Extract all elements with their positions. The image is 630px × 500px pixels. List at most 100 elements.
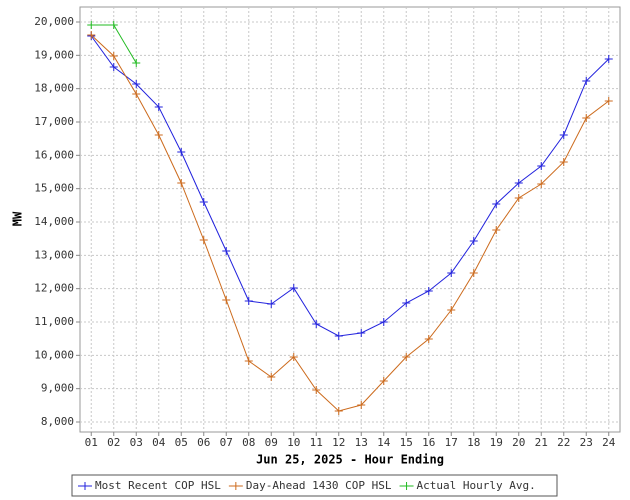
point-marker bbox=[132, 59, 141, 67]
point-marker bbox=[402, 299, 411, 307]
y-tick-label: 15,000 bbox=[34, 182, 74, 195]
point-marker bbox=[469, 237, 478, 245]
legend-label: Actual Hourly Avg. bbox=[417, 479, 536, 492]
point-marker bbox=[379, 377, 388, 385]
point-marker bbox=[312, 320, 321, 328]
point-marker bbox=[289, 353, 298, 361]
point-marker bbox=[222, 296, 231, 304]
point-marker bbox=[582, 77, 591, 85]
point-marker bbox=[424, 335, 433, 343]
point-marker bbox=[267, 373, 276, 381]
x-tick-label: 03 bbox=[130, 436, 143, 449]
legend-marker bbox=[231, 482, 240, 490]
point-marker bbox=[199, 198, 208, 206]
point-marker bbox=[604, 55, 613, 63]
y-tick-label: 19,000 bbox=[34, 48, 74, 61]
legend-label: Most Recent COP HSL bbox=[95, 479, 221, 492]
y-axis-title: MW bbox=[11, 211, 25, 226]
point-marker bbox=[492, 200, 501, 208]
x-tick-label: 19 bbox=[490, 436, 503, 449]
point-marker bbox=[357, 329, 366, 337]
x-tick-label: 09 bbox=[265, 436, 278, 449]
point-marker bbox=[154, 103, 163, 111]
point-marker bbox=[87, 21, 96, 29]
x-tick-label: 08 bbox=[242, 436, 255, 449]
y-tick-label: 17,000 bbox=[34, 115, 74, 128]
legend-label: Day-Ahead 1430 COP HSL bbox=[246, 479, 392, 492]
point-marker bbox=[132, 80, 141, 88]
series-line bbox=[90, 35, 610, 337]
point-marker bbox=[514, 194, 523, 202]
point-marker bbox=[109, 52, 118, 60]
x-tick-label: 12 bbox=[332, 436, 345, 449]
point-marker bbox=[379, 318, 388, 326]
x-tick-label: 18 bbox=[467, 436, 480, 449]
point-marker bbox=[312, 386, 321, 394]
y-tick-label: 12,000 bbox=[34, 282, 74, 295]
point-marker bbox=[289, 284, 298, 292]
y-tick-label: 20,000 bbox=[34, 15, 74, 28]
plot-area bbox=[79, 6, 621, 433]
x-tick-label: 17 bbox=[445, 436, 458, 449]
point-marker bbox=[469, 269, 478, 277]
point-marker bbox=[514, 179, 523, 187]
point-marker bbox=[357, 401, 366, 409]
point-marker bbox=[424, 287, 433, 295]
x-tick-label: 11 bbox=[310, 436, 323, 449]
point-marker bbox=[604, 97, 613, 105]
legend-marker bbox=[81, 482, 89, 490]
x-tick-label: 06 bbox=[197, 436, 210, 449]
x-tick-label: 20 bbox=[512, 436, 525, 449]
x-tick-label: 10 bbox=[287, 436, 300, 449]
x-tick-label: 14 bbox=[377, 436, 391, 449]
x-tick-label: 16 bbox=[422, 436, 435, 449]
point-marker bbox=[109, 21, 118, 29]
point-marker bbox=[267, 300, 276, 308]
point-marker bbox=[334, 407, 343, 415]
x-tick-label: 22 bbox=[557, 436, 570, 449]
x-tick-label: 23 bbox=[580, 436, 593, 449]
legend-marker bbox=[402, 482, 411, 490]
x-axis-title: Jun 25, 2025 - Hour Ending bbox=[256, 453, 444, 467]
point-marker bbox=[334, 332, 343, 340]
point-marker bbox=[402, 353, 411, 361]
x-tick-label: 21 bbox=[535, 436, 548, 449]
y-tick-label: 18,000 bbox=[34, 82, 74, 95]
y-tick-label: 11,000 bbox=[34, 315, 74, 328]
x-tick-label: 13 bbox=[355, 436, 368, 449]
y-tick-label: 13,000 bbox=[34, 248, 74, 261]
x-tick-label: 02 bbox=[107, 436, 120, 449]
y-tick-label: 14,000 bbox=[34, 215, 74, 228]
point-marker bbox=[559, 131, 568, 139]
point-marker bbox=[199, 236, 208, 244]
x-tick-label: 15 bbox=[400, 436, 413, 449]
point-marker bbox=[87, 31, 96, 39]
point-marker bbox=[244, 357, 253, 365]
point-marker bbox=[154, 131, 163, 139]
x-tick-label: 01 bbox=[85, 436, 98, 449]
y-tick-label: 9,000 bbox=[41, 382, 74, 395]
point-marker bbox=[492, 226, 501, 234]
x-tick-label: 05 bbox=[175, 436, 188, 449]
point-marker bbox=[177, 148, 186, 156]
x-tick-label: 24 bbox=[602, 436, 616, 449]
point-marker bbox=[177, 179, 186, 187]
point-marker bbox=[537, 180, 546, 188]
point-marker bbox=[582, 114, 591, 122]
point-marker bbox=[132, 90, 141, 98]
point-marker bbox=[109, 63, 118, 71]
series-line bbox=[90, 34, 610, 412]
point-marker bbox=[244, 297, 253, 305]
point-marker bbox=[447, 306, 456, 314]
point-marker bbox=[222, 247, 231, 255]
y-tick-label: 16,000 bbox=[34, 148, 74, 161]
y-tick-label: 10,000 bbox=[34, 348, 74, 361]
point-marker bbox=[559, 158, 568, 166]
x-tick-label: 04 bbox=[152, 436, 166, 449]
point-marker bbox=[447, 269, 456, 277]
legend-box bbox=[71, 474, 558, 497]
point-marker bbox=[537, 162, 546, 170]
x-tick-label: 07 bbox=[220, 436, 233, 449]
y-tick-label: 8,000 bbox=[41, 415, 74, 428]
